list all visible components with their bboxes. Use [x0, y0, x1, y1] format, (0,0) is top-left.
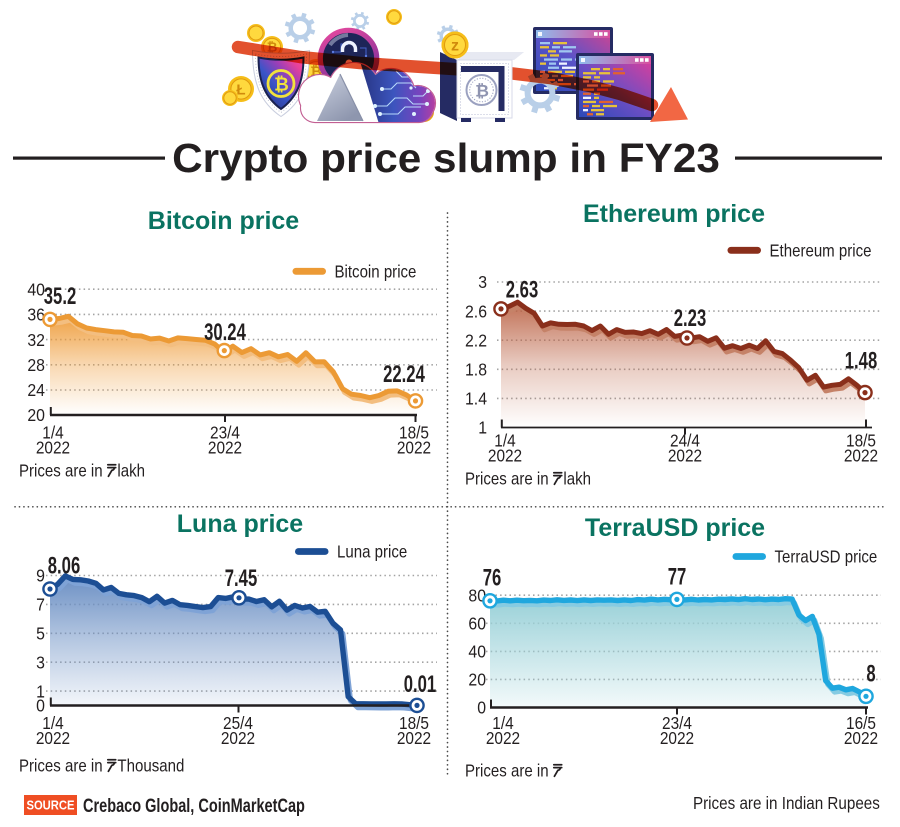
svg-text:1.48: 1.48	[845, 347, 877, 374]
svg-text:2022: 2022	[660, 729, 694, 748]
svg-text:8: 8	[866, 660, 875, 687]
svg-text:₿: ₿	[310, 63, 321, 79]
svg-text:8.06: 8.06	[48, 552, 80, 579]
svg-text:1/4: 1/4	[42, 424, 63, 443]
svg-text:9: 9	[36, 566, 45, 586]
svg-text:0.01: 0.01	[404, 671, 437, 698]
svg-text:22.24: 22.24	[383, 361, 425, 388]
svg-text:60: 60	[468, 614, 486, 634]
svg-text:SOURCE: SOURCE	[26, 798, 74, 813]
svg-text:3: 3	[478, 272, 487, 292]
svg-text:28: 28	[27, 355, 45, 375]
svg-text:Bitcoin price: Bitcoin price	[334, 262, 416, 281]
svg-text:1.4: 1.4	[465, 389, 487, 409]
svg-text:23/4: 23/4	[662, 714, 692, 733]
svg-text:Ethereum price: Ethereum price	[583, 200, 765, 228]
svg-text:2.6: 2.6	[465, 301, 487, 321]
svg-text:2.23: 2.23	[674, 305, 706, 332]
svg-text:Ethereum price: Ethereum price	[770, 241, 872, 260]
svg-text:2022: 2022	[668, 446, 702, 465]
svg-text:Prices are in Indian Rupees: Prices are in Indian Rupees	[693, 794, 880, 813]
svg-text:2022: 2022	[208, 438, 242, 457]
svg-text:35.2: 35.2	[44, 283, 76, 310]
svg-text:TerraUSD price: TerraUSD price	[585, 514, 765, 542]
svg-text:Thousand: Thousand	[117, 756, 184, 775]
svg-text:2022: 2022	[486, 729, 520, 748]
svg-text:Crypto price slump in FY23: Crypto price slump in FY23	[172, 135, 720, 181]
svg-text:Prices are in: Prices are in	[19, 461, 103, 480]
svg-text:1/4: 1/4	[42, 714, 63, 733]
svg-text:Prices are in: Prices are in	[465, 469, 549, 488]
svg-text:32: 32	[27, 330, 45, 350]
svg-text:Prices are in: Prices are in	[19, 756, 103, 775]
svg-text:Luna price: Luna price	[337, 543, 407, 562]
svg-text:18/5: 18/5	[399, 714, 429, 733]
svg-text:24/4: 24/4	[670, 432, 700, 451]
svg-text:0: 0	[36, 696, 45, 716]
svg-text:7: 7	[36, 595, 45, 615]
svg-text:40: 40	[468, 642, 486, 662]
svg-text:1.8: 1.8	[465, 360, 487, 380]
svg-text:2022: 2022	[397, 729, 431, 748]
svg-text:0: 0	[477, 698, 486, 718]
svg-text:TerraUSD price: TerraUSD price	[775, 548, 878, 567]
svg-text:5: 5	[36, 624, 45, 644]
svg-text:lakh: lakh	[117, 461, 145, 480]
svg-text:2022: 2022	[844, 729, 878, 748]
svg-text:₿: ₿	[274, 75, 289, 95]
svg-text:16/5: 16/5	[846, 714, 876, 733]
svg-text:Prices are in: Prices are in	[465, 761, 549, 780]
svg-text:20: 20	[468, 670, 486, 690]
svg-text:Ł: Ł	[236, 82, 245, 99]
svg-text:40: 40	[27, 279, 45, 299]
svg-text:3: 3	[36, 652, 45, 672]
svg-text:1/4: 1/4	[492, 714, 513, 733]
svg-text:1: 1	[478, 418, 487, 438]
svg-text:1/4: 1/4	[494, 432, 515, 451]
svg-text:18/5: 18/5	[846, 432, 876, 451]
svg-text:2.2: 2.2	[465, 330, 487, 350]
svg-text:z: z	[451, 38, 459, 55]
svg-text:2022: 2022	[397, 438, 431, 457]
svg-text:77: 77	[668, 563, 687, 590]
svg-text:Luna price: Luna price	[177, 510, 304, 538]
svg-text:80: 80	[468, 585, 486, 605]
svg-text:lakh: lakh	[563, 469, 591, 488]
svg-text:2022: 2022	[488, 446, 522, 465]
svg-text:2022: 2022	[844, 446, 878, 465]
svg-text:2.63: 2.63	[506, 276, 538, 303]
svg-text:7.45: 7.45	[225, 565, 258, 592]
svg-text:30.24: 30.24	[204, 319, 246, 346]
svg-text:Bitcoin price: Bitcoin price	[148, 207, 300, 235]
svg-text:2022: 2022	[221, 729, 255, 748]
svg-text:₿: ₿	[475, 82, 489, 101]
svg-text:24: 24	[27, 380, 45, 400]
svg-text:18/5: 18/5	[399, 424, 429, 443]
svg-text:20: 20	[27, 405, 45, 425]
svg-text:Crebaco Global, CoinMarketCap: Crebaco Global, CoinMarketCap	[83, 794, 305, 817]
svg-text:25/4: 25/4	[223, 714, 253, 733]
svg-text:2022: 2022	[36, 438, 70, 457]
svg-text:1: 1	[36, 681, 45, 701]
svg-text:36: 36	[27, 305, 45, 325]
svg-text:2022: 2022	[36, 729, 70, 748]
svg-text:76: 76	[483, 564, 502, 591]
svg-text:23/4: 23/4	[210, 424, 240, 443]
